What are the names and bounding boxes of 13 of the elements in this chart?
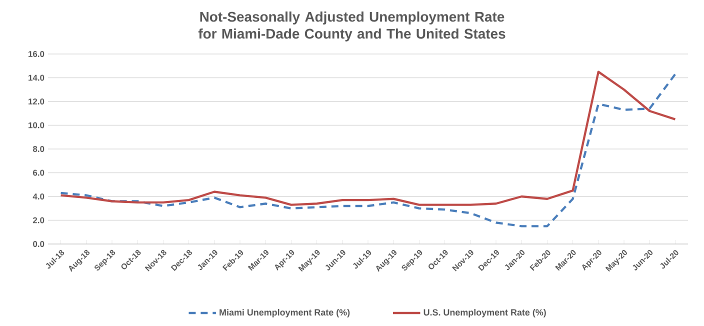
legend-label: Miami Unemployment Rate (%) [220,308,350,318]
y-tick-label: 14.0 [28,74,44,81]
y-tick-label: 16.0 [28,51,44,57]
y-tick-label: 4.0 [32,194,44,200]
y-tick-label: 8.0 [32,146,44,152]
chart-title: Not-Seasonally Adjusted Unemployment Rate for Miami-Dade County and The United States [198,12,506,42]
y-tick-label: 0.0 [33,241,44,247]
y-tick-label: 6.0 [33,170,44,176]
legend-label: U.S. Unemployment Rate (%) [424,308,546,318]
y-tick-label: 10.0 [28,122,44,128]
line-series [60,73,676,228]
y-tick-label: 12.0 [28,98,44,104]
y-tick-label: 2.0 [33,217,44,224]
